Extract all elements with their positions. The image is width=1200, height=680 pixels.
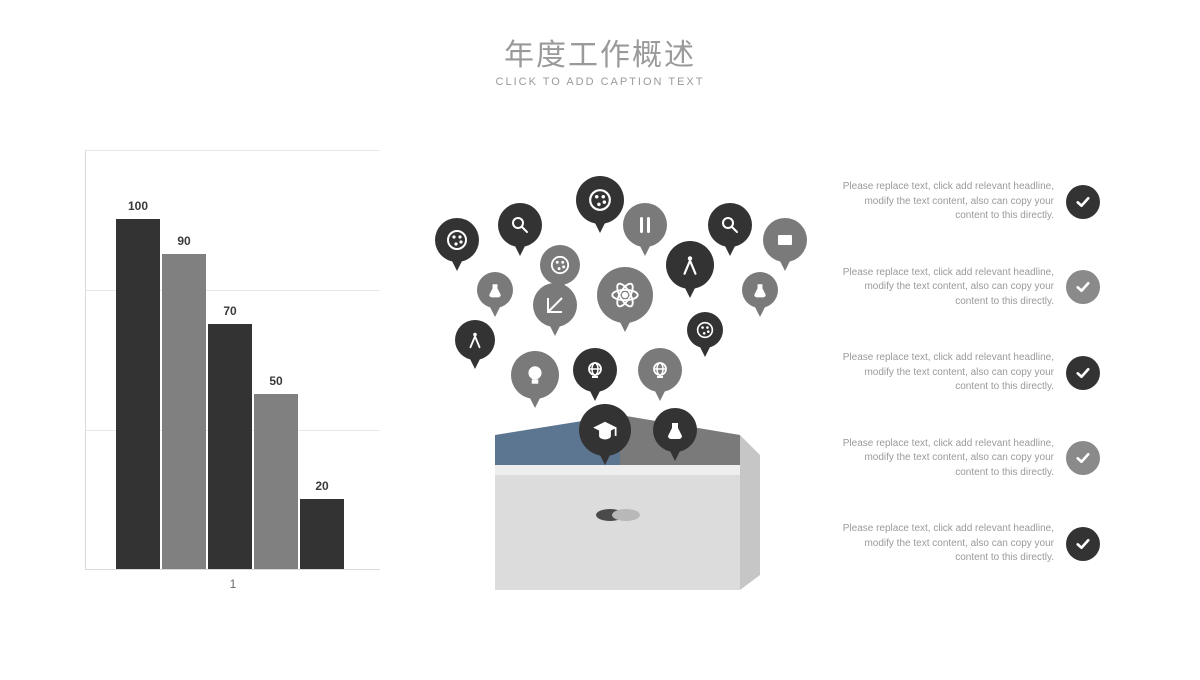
chart-bar xyxy=(300,499,344,569)
speech-bubble-icon xyxy=(597,267,653,332)
chart-bar-label: 70 xyxy=(208,304,252,318)
chart-x-label: 1 xyxy=(86,577,380,591)
chart-bar-label: 90 xyxy=(162,234,206,248)
check-circle-icon xyxy=(1066,356,1100,390)
illustration-svg xyxy=(430,170,810,610)
title-cn: 年度工作概述 xyxy=(0,30,1200,74)
bullet-item: Please replace text, click add relevant … xyxy=(840,437,1100,481)
speech-bubble-icon xyxy=(623,203,667,256)
bullet-text: Please replace text, click add relevant … xyxy=(840,351,1054,395)
chart-bar xyxy=(254,394,298,569)
bullet-item: Please replace text, click add relevant … xyxy=(840,266,1100,310)
chart-bar-label: 50 xyxy=(254,374,298,388)
bar-chart: 1 100 90 70 50 20 xyxy=(85,150,380,590)
chart-bar-label: 20 xyxy=(300,479,344,493)
check-circle-icon xyxy=(1066,441,1100,475)
chart-gridline xyxy=(86,150,380,151)
bullet-item: Please replace text, click add relevant … xyxy=(840,180,1100,224)
speech-bubble-icon xyxy=(687,312,723,357)
speech-bubble-icon xyxy=(708,203,752,256)
speech-bubble-icon xyxy=(573,348,617,401)
speech-bubble-icon xyxy=(435,218,479,271)
bullet-text: Please replace text, click add relevant … xyxy=(840,437,1054,481)
check-circle-icon xyxy=(1066,270,1100,304)
check-circle-icon xyxy=(1066,527,1100,561)
bullet-text: Please replace text, click add relevant … xyxy=(840,522,1054,566)
bullet-text: Please replace text, click add relevant … xyxy=(840,180,1054,224)
chart-bar-label: 100 xyxy=(116,199,160,213)
speech-bubble-icon xyxy=(455,320,495,369)
speech-bubble-icon xyxy=(763,218,807,271)
speech-bubble-icon xyxy=(477,272,513,317)
speech-bubble-icon xyxy=(498,203,542,256)
bullet-list: Please replace text, click add relevant … xyxy=(840,180,1100,608)
chart-bar xyxy=(116,219,160,569)
bullet-item: Please replace text, click add relevant … xyxy=(840,351,1100,395)
speech-bubble-icon xyxy=(666,241,714,298)
bullet-item: Please replace text, click add relevant … xyxy=(840,522,1100,566)
speech-bubble-icon xyxy=(511,351,559,408)
speech-bubble-icon xyxy=(742,272,778,317)
slide-title-block: 年度工作概述 CLICK TO ADD CAPTION TEXT xyxy=(0,30,1200,88)
speech-bubble-icon xyxy=(638,348,682,401)
speech-bubble-icon xyxy=(533,283,577,336)
bullet-text: Please replace text, click add relevant … xyxy=(840,266,1054,310)
chart-bar xyxy=(162,254,206,569)
speech-bubble-icon xyxy=(576,176,624,233)
check-circle-icon xyxy=(1066,185,1100,219)
box-illustration xyxy=(430,170,810,610)
chart-plot-area: 1 10090705020 xyxy=(85,150,380,570)
title-en: CLICK TO ADD CAPTION TEXT xyxy=(0,76,1200,88)
chart-bar xyxy=(208,324,252,569)
